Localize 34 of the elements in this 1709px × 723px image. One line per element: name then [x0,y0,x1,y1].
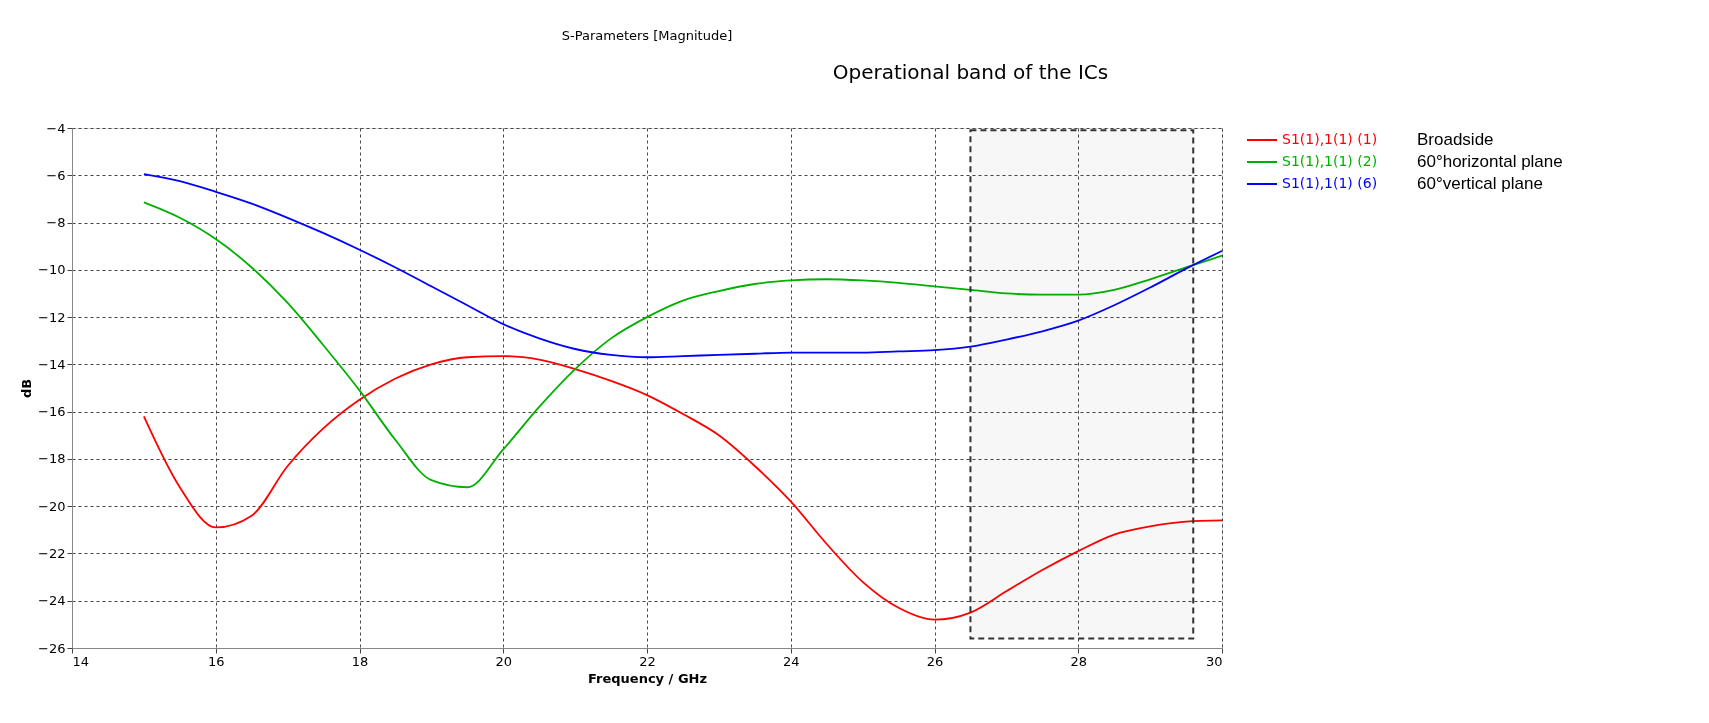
y-tick-label: −14 [38,356,66,372]
y-tick-label: −4 [46,120,66,136]
y-tick-label: −8 [46,215,66,231]
y-tick-label: −18 [38,451,66,467]
x-tick-label: 20 [495,653,513,669]
x-tick-label: 30 [1205,653,1223,669]
chart-title: S-Parameters [Magnitude] [561,28,733,43]
legend-label: S1(1),1(1) (2) [1282,153,1378,169]
legend-label: S1(1),1(1) (6) [1282,175,1378,191]
y-tick-label: −22 [38,545,66,561]
y-axis-title: dB [19,378,35,399]
x-tick-label: 24 [782,653,800,669]
x-tick-label: 16 [207,653,225,669]
x-tick-label: 14 [72,653,90,669]
y-tick-label: −20 [38,498,66,514]
x-tick-label: 18 [351,653,369,669]
text: 60°vertical plane [1417,174,1543,193]
x-tick-label: 26 [926,653,944,669]
text: 60°horizontal plane [1417,152,1563,171]
y-tick-label: −16 [38,404,66,420]
y-tick-label: −6 [46,167,66,183]
y-tick-label: −12 [38,309,66,325]
line-series [142,355,1223,621]
text: Broadside [1417,130,1494,149]
x-tick-label: 28 [1070,653,1088,669]
legend-label: S1(1),1(1) (1) [1282,131,1378,147]
y-tick-label: −24 [38,593,66,609]
line-series [142,201,1223,489]
line-series [142,173,1223,359]
band-label: Operational band of the ICs [832,60,1109,84]
x-axis-title: Frequency / GHz [587,670,708,686]
x-tick-label: 22 [639,653,656,669]
y-tick-label: −26 [38,640,66,656]
y-tick-label: −10 [38,262,66,278]
